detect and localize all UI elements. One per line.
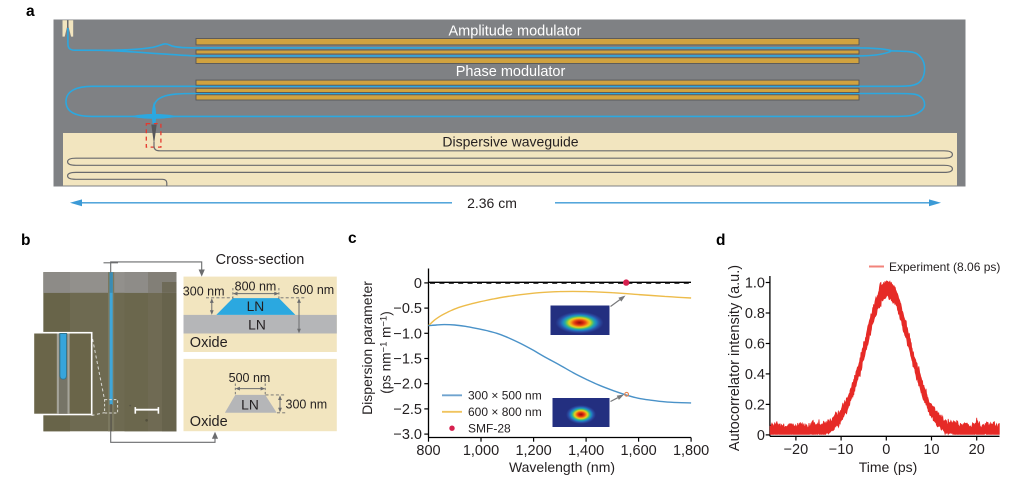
svg-text:−20: −20 xyxy=(784,442,809,458)
svg-text:Autocorrelator intensity (a.u.: Autocorrelator intensity (a.u.) xyxy=(727,265,743,451)
svg-text:c: c xyxy=(348,230,357,247)
svg-text:0.2: 0.2 xyxy=(745,397,765,413)
svg-text:600 nm: 600 nm xyxy=(293,283,335,297)
svg-text:Wavelength (nm): Wavelength (nm) xyxy=(509,459,615,475)
svg-text:500 nm: 500 nm xyxy=(229,371,271,385)
svg-text:−0.5: −0.5 xyxy=(393,301,422,317)
svg-text:2.36 cm: 2.36 cm xyxy=(467,195,517,211)
svg-text:b: b xyxy=(21,232,30,249)
svg-text:LN: LN xyxy=(247,299,265,314)
svg-text:Cross-section: Cross-section xyxy=(216,252,305,268)
svg-text:Dispersion parameter: Dispersion parameter xyxy=(359,281,375,415)
svg-text:−2.5: −2.5 xyxy=(393,402,422,418)
svg-text:0: 0 xyxy=(414,276,422,292)
svg-text:Time (ps): Time (ps) xyxy=(859,459,918,475)
svg-text:0.6: 0.6 xyxy=(745,337,765,353)
svg-text:Oxide: Oxide xyxy=(190,335,228,351)
svg-text:−1.0: −1.0 xyxy=(393,326,422,342)
svg-text:20: 20 xyxy=(969,442,985,458)
svg-text:d: d xyxy=(716,232,725,249)
svg-text:1,000: 1,000 xyxy=(463,443,499,459)
svg-text:300 × 500 nm: 300 × 500 nm xyxy=(468,389,542,403)
svg-text:1,200: 1,200 xyxy=(515,443,551,459)
svg-text:800 nm: 800 nm xyxy=(235,280,277,294)
svg-text:0: 0 xyxy=(882,442,890,458)
svg-text:1,600: 1,600 xyxy=(620,443,656,459)
svg-text:0.4: 0.4 xyxy=(745,367,765,383)
svg-text:LN: LN xyxy=(241,398,259,413)
svg-text:Experiment (8.06 ps): Experiment (8.06 ps) xyxy=(889,260,1000,274)
svg-text:1.0: 1.0 xyxy=(745,276,765,292)
svg-text:a: a xyxy=(26,3,35,20)
svg-text:LN: LN xyxy=(248,318,266,333)
svg-text:10: 10 xyxy=(923,442,939,458)
svg-text:0: 0 xyxy=(757,428,765,444)
svg-text:600 × 800 nm: 600 × 800 nm xyxy=(468,405,542,419)
svg-text:Phase modulator: Phase modulator xyxy=(456,64,566,80)
svg-text:SMF-28: SMF-28 xyxy=(468,422,511,436)
svg-text:1,400: 1,400 xyxy=(568,443,604,459)
svg-text:300 nm: 300 nm xyxy=(183,285,225,299)
svg-text:0.8: 0.8 xyxy=(745,306,765,322)
svg-text:−1.5: −1.5 xyxy=(393,352,422,368)
svg-text:−3.0: −3.0 xyxy=(393,427,422,443)
svg-text:1,800: 1,800 xyxy=(673,443,709,459)
svg-text:Amplitude modulator: Amplitude modulator xyxy=(449,24,582,40)
svg-text:−10: −10 xyxy=(829,442,854,458)
svg-text:300 nm: 300 nm xyxy=(286,398,328,412)
svg-text:Dispersive waveguide: Dispersive waveguide xyxy=(442,133,578,149)
svg-text:−2.0: −2.0 xyxy=(393,377,422,393)
svg-text:(ps nm−1 m−1): (ps nm−1 m−1) xyxy=(379,311,394,393)
svg-text:800: 800 xyxy=(416,443,440,459)
svg-text:Oxide: Oxide xyxy=(190,414,228,430)
